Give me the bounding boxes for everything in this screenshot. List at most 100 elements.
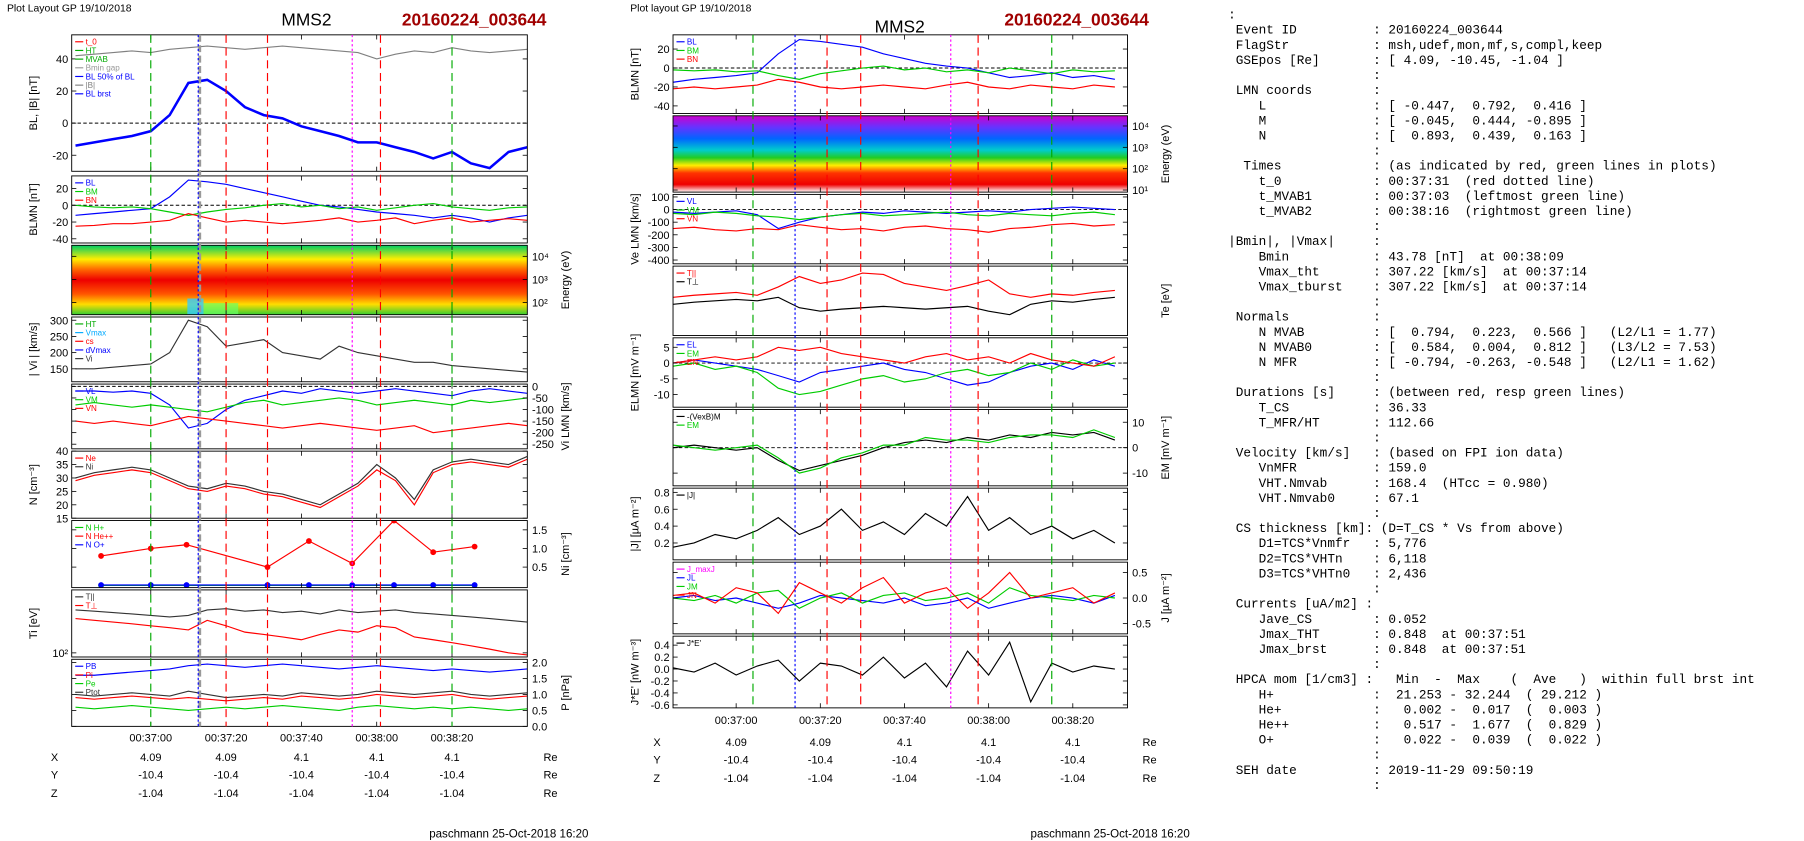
row-value: -10.4 [364,769,389,781]
y-tick-label: 15 [56,513,68,525]
row-unit: Re [1143,754,1157,766]
y-axis-label: BLMN [nT] [28,183,40,235]
y-tick-label: -20 [52,217,68,229]
y-tick-label: 0.4 [654,521,669,533]
summary-line: CS thickness [km]: (D=T_CS * Vs from abo… [1228,521,1564,536]
y-tick-label: 0 [663,63,669,75]
row-label: X [653,737,661,749]
y-tick-label: 2.0 [532,658,547,670]
row-value: -1.04 [1060,773,1085,785]
panel [75,455,528,509]
panel-frame [71,175,528,244]
y-axis-label: Ve LMN [km/s] [629,193,641,264]
row-value: 4.1 [897,737,912,749]
summary-line: : [1228,68,1381,83]
data-point [98,553,104,559]
summary-line: VHT.Nmvab : 168.4 (HTcc = 0.980) [1228,476,1549,491]
y-tick-label: 250 [50,331,68,343]
row-value: 4.1 [981,737,996,749]
y-tick-label: 0.2 [654,652,669,664]
y-tick-label: 25 [56,486,68,498]
legend-label: Vi [86,355,93,364]
summary-line: : [1228,144,1381,159]
summary-line: Vmax_tburst : 307.22 [km/s] at 00:37:14 [1228,279,1587,294]
y-axis-label: | Vi | [km/s] [28,323,40,377]
y-tick-label: -20 [654,82,670,94]
summary-line: M : [ -0.045, 0.444, -0.895 ] [1228,113,1587,128]
panel [71,45,528,170]
row-unit: Re [544,769,558,781]
summary-line: GSEpos [Re] : [ 4.09, -10.45, -1.04 ] [1228,53,1564,68]
panel [75,608,528,656]
y-tick-label: 1.0 [532,689,547,701]
y-tick-label: 300 [50,315,68,327]
y-tick-label: -300 [648,242,670,254]
left-layout-label: Plot Layout GP 19/10/2018 [7,4,132,15]
row-label: Z [653,773,660,785]
y-tick-label: 0.5 [1132,567,1147,579]
summary-line: Durations [s] : (between red, resp green… [1228,385,1625,400]
y-tick-label: 40 [56,54,68,66]
summary-line: HPCA mom [1/cm3] : Min - Max ( Ave ) wit… [1228,672,1755,687]
y-axis-label: BLMN [nT] [629,48,641,100]
legend-label: T⊥ [687,278,699,287]
summary-line: t_0 : 00:37:31 (red dotted line) [1228,174,1594,189]
summary-line: Times : (as indicated by red, green line… [1228,159,1716,174]
data-point [306,538,312,544]
y-axis-label: Ni [cm⁻³] [560,532,572,576]
panel-frame [71,450,528,519]
left-spacecraft: MMS2 [281,10,331,30]
y-tick-label: 20 [56,86,68,98]
y-tick-label: 0 [62,200,68,212]
legend-label: JL [687,574,696,583]
row-unit: Re [544,788,558,800]
row-label: Y [51,769,59,781]
series-line [673,359,1115,396]
y-tick-label: -50 [532,393,548,405]
summary-line: : [1228,431,1381,446]
y-axis-label: Te [eV] [1160,284,1172,318]
y-tick-label: 10² [532,298,548,310]
summary-line: N MVAB : [ 0.794, 0.223, 0.566 ] (L2/L1 … [1228,325,1716,340]
row-unit: Re [544,752,558,764]
legend-label: JN [687,591,697,600]
y-tick-label: 0 [663,358,669,370]
series-line [75,693,528,702]
x-tick-label: 00:38:20 [1051,715,1094,727]
x-tick-label: 00:38:20 [431,732,474,744]
legend-label: Ne [86,454,97,463]
legend-label: cs [86,337,94,346]
data-point [183,582,190,588]
y-tick-label: 20 [56,500,68,512]
y-tick-label: 1.5 [532,674,547,686]
data-point [306,582,312,588]
legend-label: VL [687,197,697,206]
summary-line: O+ : 0.022 - 0.039 ( 0.022 ) [1228,733,1602,748]
summary-line: T_MFR/HT : 112.66 [1228,415,1434,430]
legend-label: VN [687,215,698,224]
x-tick-label: 00:38:00 [967,715,1010,727]
legend-label: EL [687,341,697,350]
summary-line: |Bmin|, |Vmax| : [1228,234,1381,249]
x-tick-label: 00:37:00 [129,732,172,744]
event-summary: : Event ID : 20160224_003644 FlagStr : m… [1228,8,1755,793]
row-value: -1.04 [364,788,389,800]
y-axis-label: Ti [eV] [28,608,40,639]
data-point [98,582,104,588]
x-tick-label: 00:37:20 [799,715,842,727]
row-value: -1.04 [214,788,239,800]
series-line [75,45,528,60]
y-tick-label: -0.5 [1132,619,1151,631]
y-tick-label: 10⁴ [532,251,549,263]
y-tick-label: 0.0 [654,664,669,676]
y-axis-label: J [µA m⁻²] [1160,573,1172,622]
legend-label: VM [86,396,98,405]
summary-line: Normals : [1228,310,1381,325]
panel [71,179,528,227]
y-tick-label: 200 [50,348,68,360]
legend-label: Ni [86,463,94,472]
y-tick-label: 20 [657,44,669,56]
legend-label: T⊥ [86,601,98,610]
row-value: 4.1 [294,752,309,764]
